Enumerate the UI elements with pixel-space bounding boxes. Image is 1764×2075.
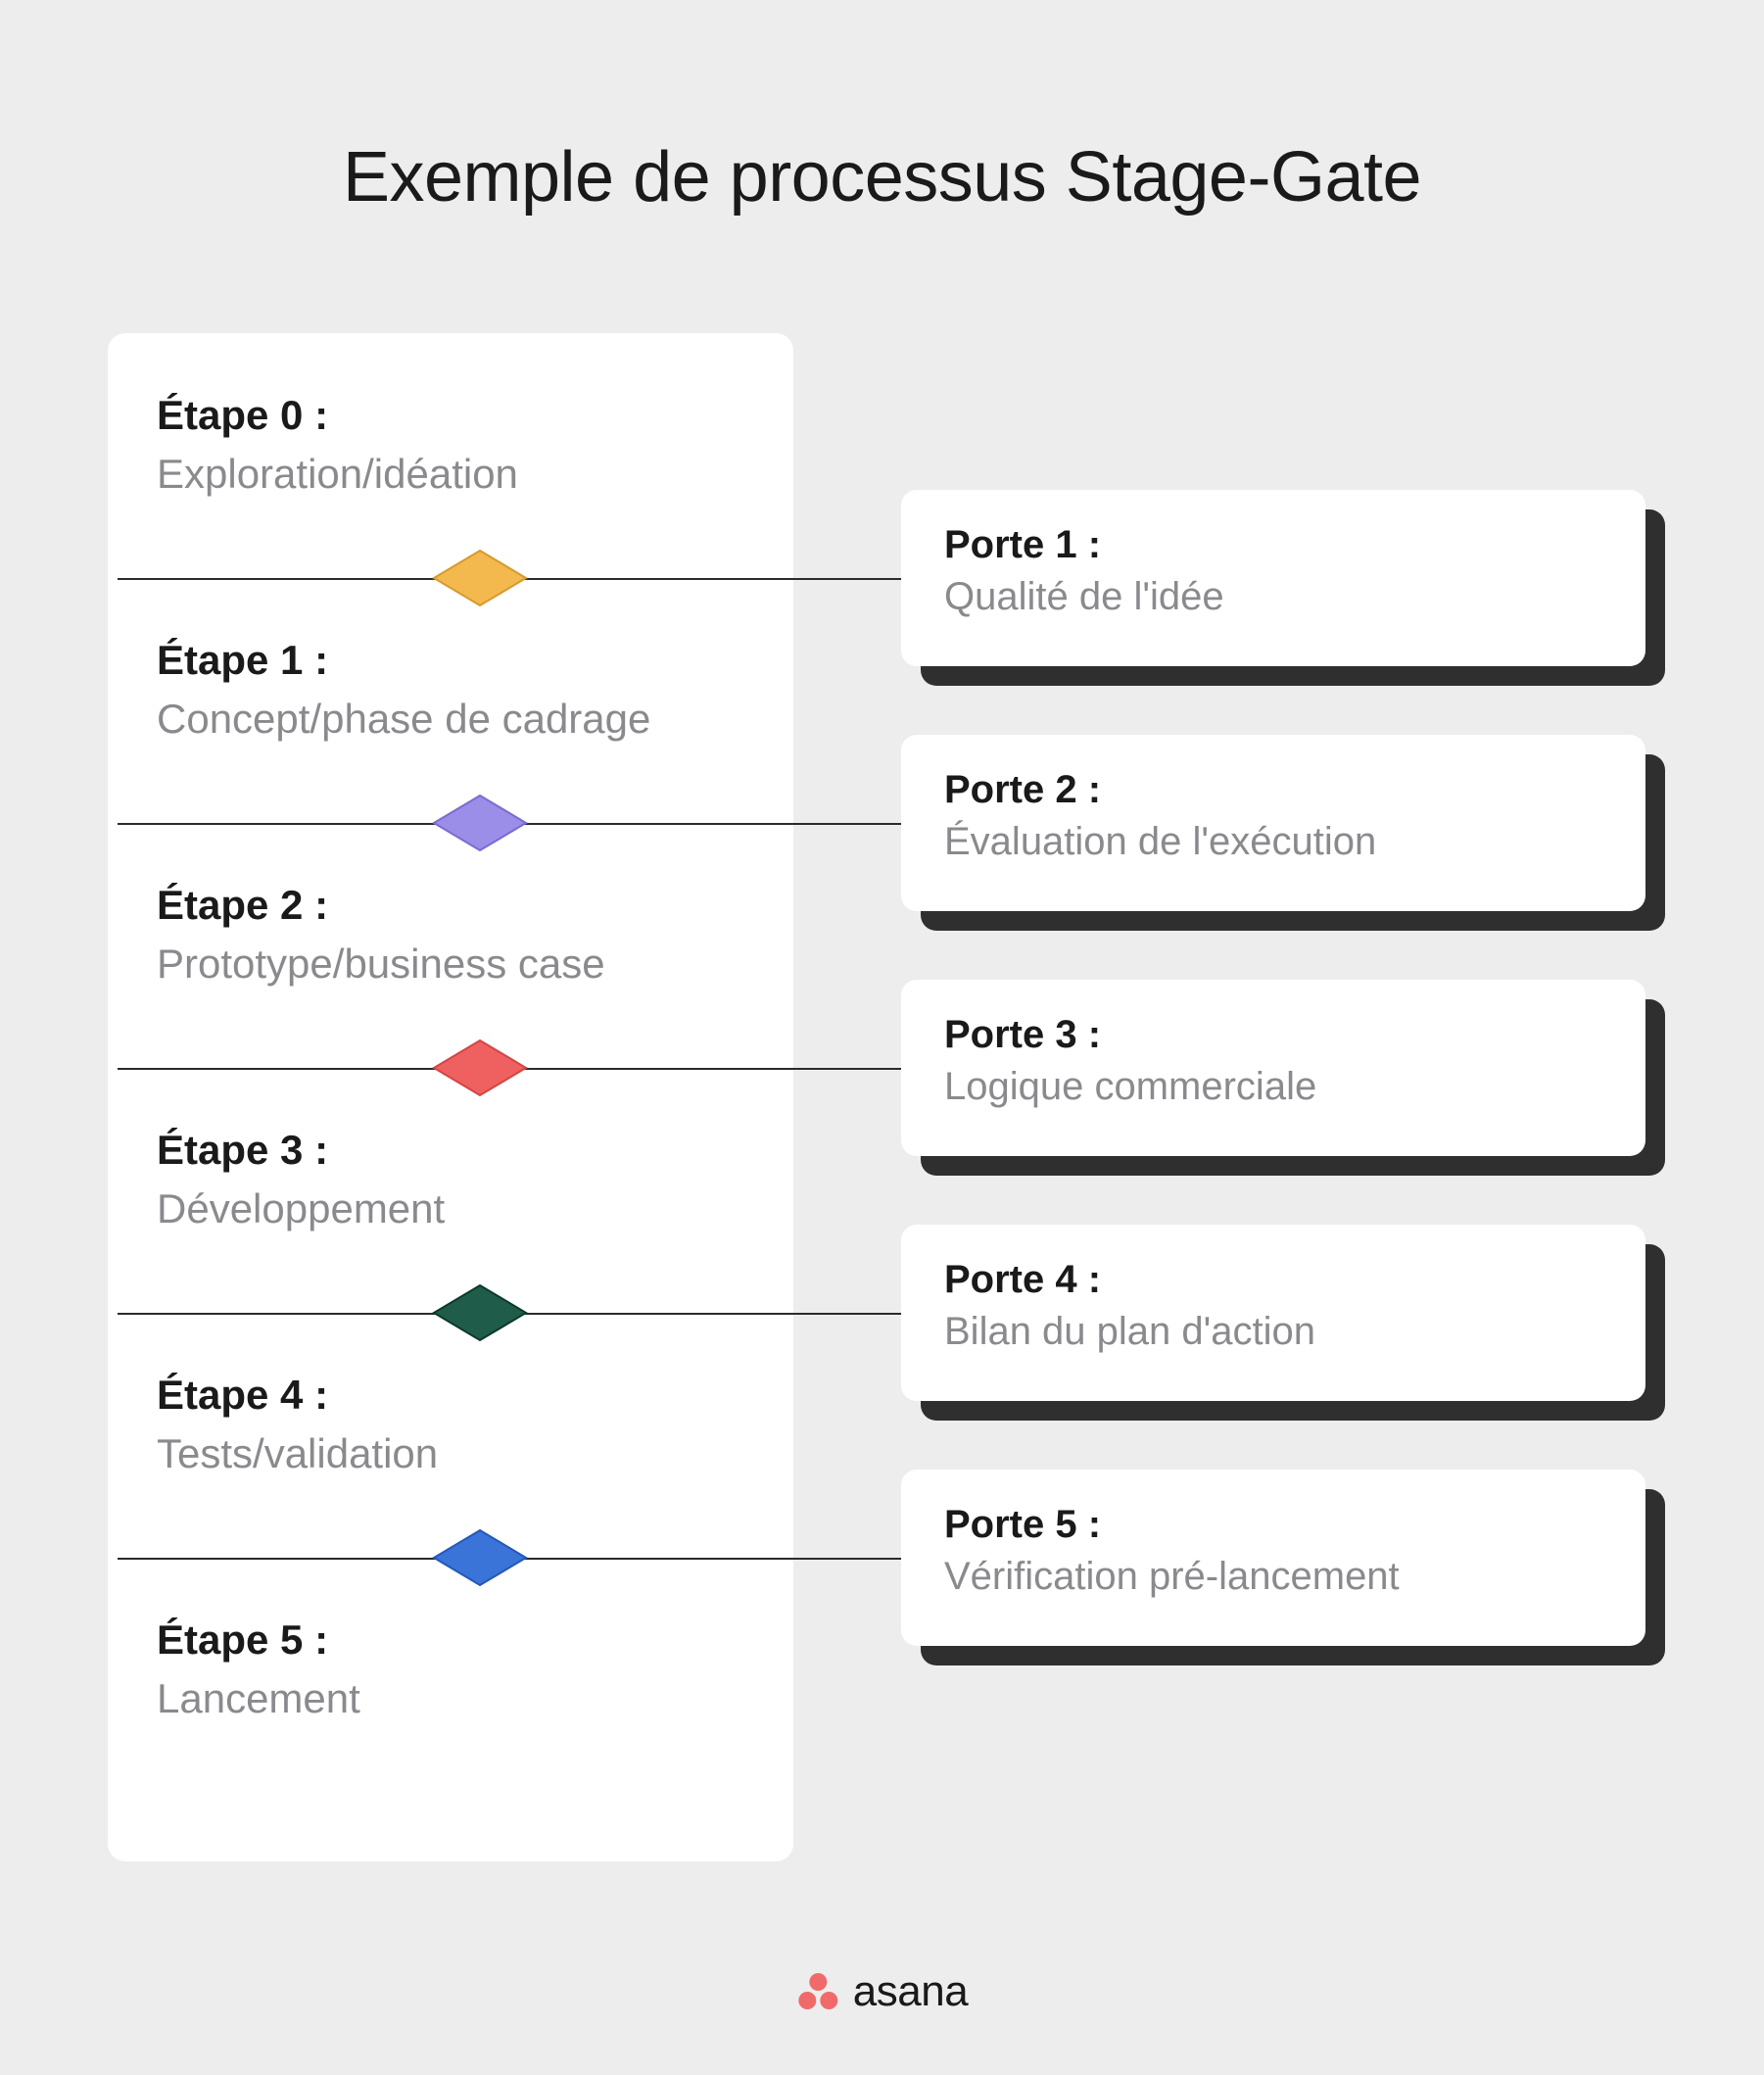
diamond-icon-3 [431,1038,529,1098]
diamond-icon-2 [431,793,529,853]
gate-card-3: Porte 3 : Logique commerciale [901,980,1645,1156]
gate-title: Porte 2 : [944,768,1602,812]
stage-title: Étape 3 : [157,1127,744,1174]
page-title: Exemple de processus Stage-Gate [0,137,1764,217]
gate-title: Porte 5 : [944,1503,1602,1547]
stage-2: Étape 2 : Prototype/business case [157,882,744,990]
gate-subtitle: Logique commerciale [944,1065,1602,1109]
asana-logo: asana [796,1967,968,2016]
stage-3: Étape 3 : Développement [157,1127,744,1235]
gate-subtitle: Évaluation de l'exécution [944,820,1602,864]
stage-subtitle: Tests/validation [157,1428,744,1480]
stage-0: Étape 0 : Exploration/idéation [157,392,744,501]
stage-subtitle: Exploration/idéation [157,449,744,501]
stage-subtitle: Développement [157,1183,744,1235]
gate-card-1: Porte 1 : Qualité de l'idée [901,490,1645,666]
gate-title: Porte 1 : [944,523,1602,567]
stage-title: Étape 0 : [157,392,744,439]
stage-1: Étape 1 : Concept/phase de cadrage [157,637,744,746]
diamond-icon-5 [431,1527,529,1588]
stage-subtitle: Prototype/business case [157,939,744,990]
asana-logo-icon [796,1972,839,2011]
stage-title: Étape 2 : [157,882,744,929]
stage-subtitle: Lancement [157,1673,744,1725]
gate-title: Porte 4 : [944,1258,1602,1302]
diamond-icon-1 [431,548,529,608]
stage-title: Étape 1 : [157,637,744,684]
gate-subtitle: Qualité de l'idée [944,575,1602,619]
stage-subtitle: Concept/phase de cadrage [157,694,744,746]
stage-4: Étape 4 : Tests/validation [157,1372,744,1480]
gate-subtitle: Vérification pré-lancement [944,1555,1602,1599]
gate-subtitle: Bilan du plan d'action [944,1310,1602,1354]
gate-card-4: Porte 4 : Bilan du plan d'action [901,1225,1645,1401]
asana-logo-text: asana [853,1967,968,2016]
stage-5: Étape 5 : Lancement [157,1617,744,1725]
gate-card-2: Porte 2 : Évaluation de l'exécution [901,735,1645,911]
stage-title: Étape 4 : [157,1372,744,1419]
diamond-icon-4 [431,1282,529,1343]
gate-title: Porte 3 : [944,1013,1602,1057]
gate-card-5: Porte 5 : Vérification pré-lancement [901,1470,1645,1646]
stage-title: Étape 5 : [157,1617,744,1664]
